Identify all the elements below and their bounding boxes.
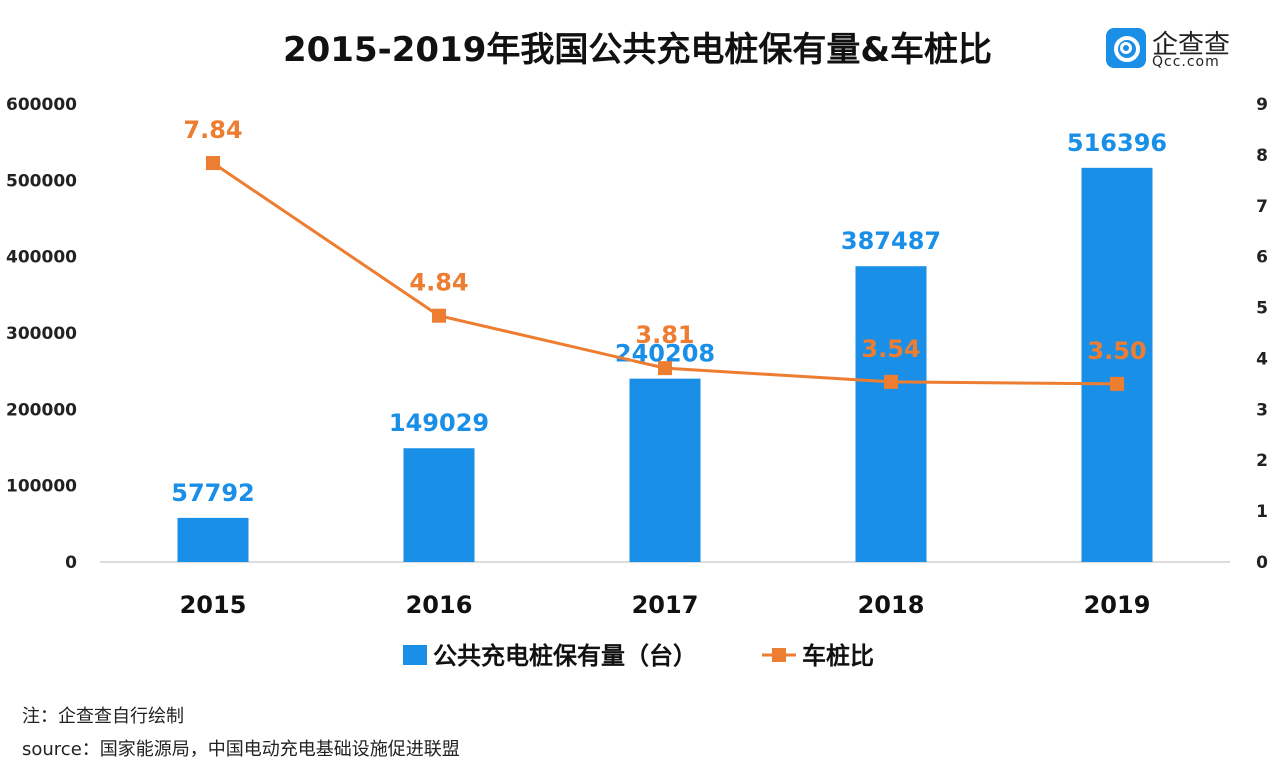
line-point <box>658 361 672 376</box>
y-left-tick-label: 300000 <box>6 324 77 344</box>
chart-title: 2015-2019年我国公共充电桩保有量&车桩比 <box>282 30 993 70</box>
y-left-tick-label: 500000 <box>6 171 77 191</box>
y-right-tick-label: 7 <box>1256 197 1268 217</box>
brand-name: 企查查 <box>1152 30 1231 60</box>
footer-source: source：国家能源局，中国电动充电基础设施促进联盟 <box>22 739 460 760</box>
y-right-tick-label: 8 <box>1256 146 1268 166</box>
y-right-tick-label: 5 <box>1256 299 1268 319</box>
y-right-tick-label: 9 <box>1256 95 1268 115</box>
y-right-tick-label: 6 <box>1256 248 1268 268</box>
x-tick-label: 2017 <box>632 591 699 619</box>
x-tick-label: 2015 <box>180 591 247 619</box>
x-tick-label: 2019 <box>1084 591 1151 619</box>
y-right-tick-label: 1 <box>1256 502 1268 522</box>
line-data-label: 3.54 <box>861 335 920 363</box>
x-tick-label: 2018 <box>858 591 925 619</box>
line-point <box>432 308 446 323</box>
bar <box>1081 167 1153 562</box>
footer-note: 注：企查查自行绘制 <box>22 706 184 727</box>
bar-data-label: 387487 <box>841 227 941 255</box>
bar-data-label: 57792 <box>171 479 255 507</box>
bar <box>177 517 249 562</box>
y-right-tick-label: 0 <box>1256 553 1268 573</box>
y-left-tick-label: 400000 <box>6 248 77 268</box>
bar <box>855 266 927 562</box>
bar-data-label: 516396 <box>1067 129 1167 157</box>
legend-line-label: 车桩比 <box>802 642 874 670</box>
y-left-tick-label: 200000 <box>6 400 77 420</box>
line-data-label: 7.84 <box>183 116 242 144</box>
chart-canvas: 0 100000 200000 300000 400000 500000 600000 0 1 2… <box>6 95 1268 670</box>
y-right-tick-label: 2 <box>1256 451 1268 471</box>
line-point <box>884 374 898 389</box>
brand-domain: Qcc.com <box>1152 54 1220 70</box>
y-right-tick-label: 3 <box>1256 400 1268 420</box>
line-data-label: 3.81 <box>635 321 694 349</box>
bar <box>629 378 701 562</box>
legend-bar-swatch <box>403 645 427 665</box>
line-point <box>206 156 220 171</box>
bar <box>403 448 475 562</box>
line-data-label: 3.50 <box>1087 337 1146 365</box>
line-point <box>1110 376 1124 391</box>
bar-data-label: 149029 <box>389 409 489 437</box>
y-left-tick-label: 600000 <box>6 95 77 115</box>
qcc-logo-icon <box>1106 28 1146 68</box>
legend-bar-label: 公共充电桩保有量（台） <box>433 642 697 670</box>
y-left-tick-label: 100000 <box>6 477 77 497</box>
line-data-label: 4.84 <box>409 269 468 297</box>
legend-line-marker <box>772 648 786 662</box>
y-right-tick-label: 4 <box>1256 349 1268 369</box>
x-tick-label: 2016 <box>406 591 473 619</box>
y-left-tick-label: 0 <box>65 553 77 573</box>
